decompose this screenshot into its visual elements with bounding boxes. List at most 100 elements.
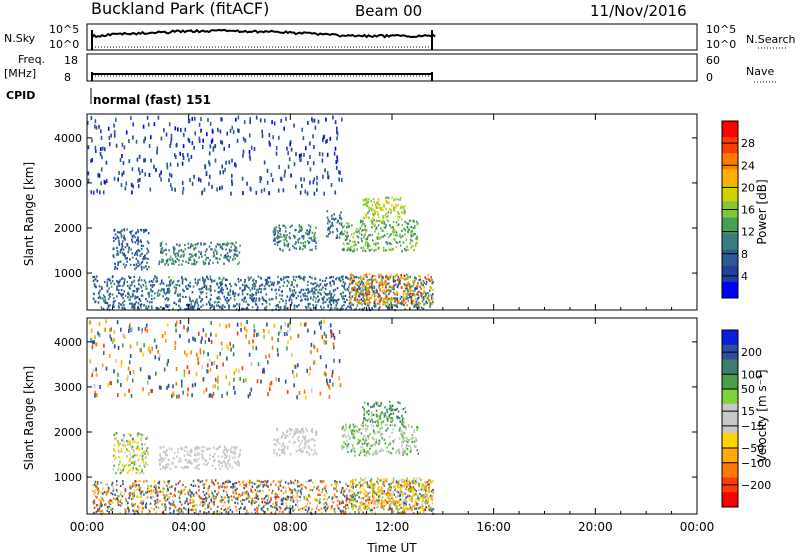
echo-cell <box>380 502 383 505</box>
echo-cell <box>218 446 220 449</box>
echo-cell <box>124 508 126 511</box>
echo-cell <box>132 280 135 283</box>
echo-cell <box>341 248 344 251</box>
echo-cell <box>401 234 404 238</box>
echo-cell <box>200 497 203 500</box>
echo-cell <box>229 290 232 293</box>
echo-cell <box>416 235 418 238</box>
echo-cell <box>296 305 298 308</box>
echo-cell <box>116 285 118 288</box>
echo-cell <box>326 152 329 157</box>
echo-cell <box>224 496 227 499</box>
echo-cell <box>359 219 362 222</box>
echo-cell <box>322 286 324 289</box>
echo-cell <box>101 155 103 160</box>
echo-cell <box>363 448 366 451</box>
echo-cell <box>168 447 171 450</box>
echo-cell <box>209 121 212 126</box>
echo-cell <box>167 284 170 287</box>
echo-cell <box>253 287 256 290</box>
echo-cell <box>128 286 131 289</box>
echo-cell <box>197 451 199 454</box>
echo-cell <box>360 448 362 451</box>
echo-cell <box>131 252 134 255</box>
echo-cell <box>130 498 133 501</box>
echo-cell <box>199 503 201 506</box>
echo-cell <box>376 431 379 434</box>
echo-cell <box>147 232 150 235</box>
echo-cell <box>327 304 329 307</box>
echo-cell <box>123 304 125 307</box>
echo-cell <box>120 491 122 494</box>
echo-cell <box>115 432 118 435</box>
echo-cell <box>142 459 144 462</box>
echo-cell <box>357 438 360 441</box>
echo-cell <box>334 299 336 302</box>
echo-cell <box>318 499 321 502</box>
echo-cell <box>106 307 109 310</box>
echo-cell <box>193 499 196 503</box>
echo-cell <box>147 488 150 491</box>
echo-cell <box>326 283 328 286</box>
echo-cell <box>240 506 242 509</box>
echo-cell <box>352 281 354 284</box>
echo-cell <box>379 281 381 284</box>
echo-cell <box>424 276 426 279</box>
echo-cell <box>393 438 396 441</box>
echo-cell <box>326 222 329 225</box>
echo-cell <box>187 493 190 496</box>
echo-cell <box>357 283 359 286</box>
echo-cell <box>136 495 138 498</box>
echo-cell <box>112 303 115 306</box>
echo-cell <box>309 236 312 239</box>
echo-cell <box>292 275 295 278</box>
echo-cell <box>378 273 380 276</box>
echo-cell <box>136 445 139 448</box>
echo-cell <box>247 276 250 279</box>
echo-cell <box>241 308 243 311</box>
echo-cell <box>332 275 335 279</box>
echo-cell <box>278 235 281 238</box>
echo-cell <box>419 511 422 514</box>
echo-cell <box>429 302 432 305</box>
echo-cell <box>385 241 387 244</box>
echo-cell <box>178 249 181 252</box>
echo-cell <box>117 440 119 443</box>
echo-cell <box>196 504 198 507</box>
echo-cell <box>275 504 278 508</box>
echo-cell <box>100 504 102 508</box>
echo-cell <box>396 242 399 245</box>
echo-cell <box>164 494 166 497</box>
echo-cell <box>284 481 287 484</box>
echo-cell <box>361 240 363 243</box>
date-label: 11/Nov/2016 <box>590 2 687 20</box>
echo-cell <box>288 280 290 284</box>
echo-cell <box>320 481 322 484</box>
echo-cell <box>285 276 287 279</box>
echo-cell <box>166 489 168 493</box>
echo-cell <box>126 257 128 260</box>
echo-cell <box>399 489 402 492</box>
echo-cell <box>360 233 363 236</box>
echo-cell <box>175 289 177 292</box>
echo-cell <box>134 460 137 463</box>
freq-label: Freq. <box>18 53 45 66</box>
echo-cell <box>404 210 406 213</box>
echo-cell <box>121 244 124 248</box>
echo-cell <box>275 236 278 239</box>
echo-cell <box>306 510 309 513</box>
echo-cell <box>237 115 240 120</box>
echo-cell <box>317 295 319 298</box>
echo-cell <box>379 283 381 286</box>
echo-cell <box>186 303 189 306</box>
echo-cell <box>191 492 193 495</box>
echo-cell <box>350 273 352 276</box>
echo-cell <box>427 273 429 276</box>
echo-cell <box>150 305 153 308</box>
echo-cell <box>100 135 103 140</box>
echo-cell <box>372 212 374 215</box>
echo-cell <box>271 178 274 183</box>
echo-cell <box>226 278 228 282</box>
echo-cell <box>144 462 147 465</box>
echo-cell <box>222 243 224 246</box>
